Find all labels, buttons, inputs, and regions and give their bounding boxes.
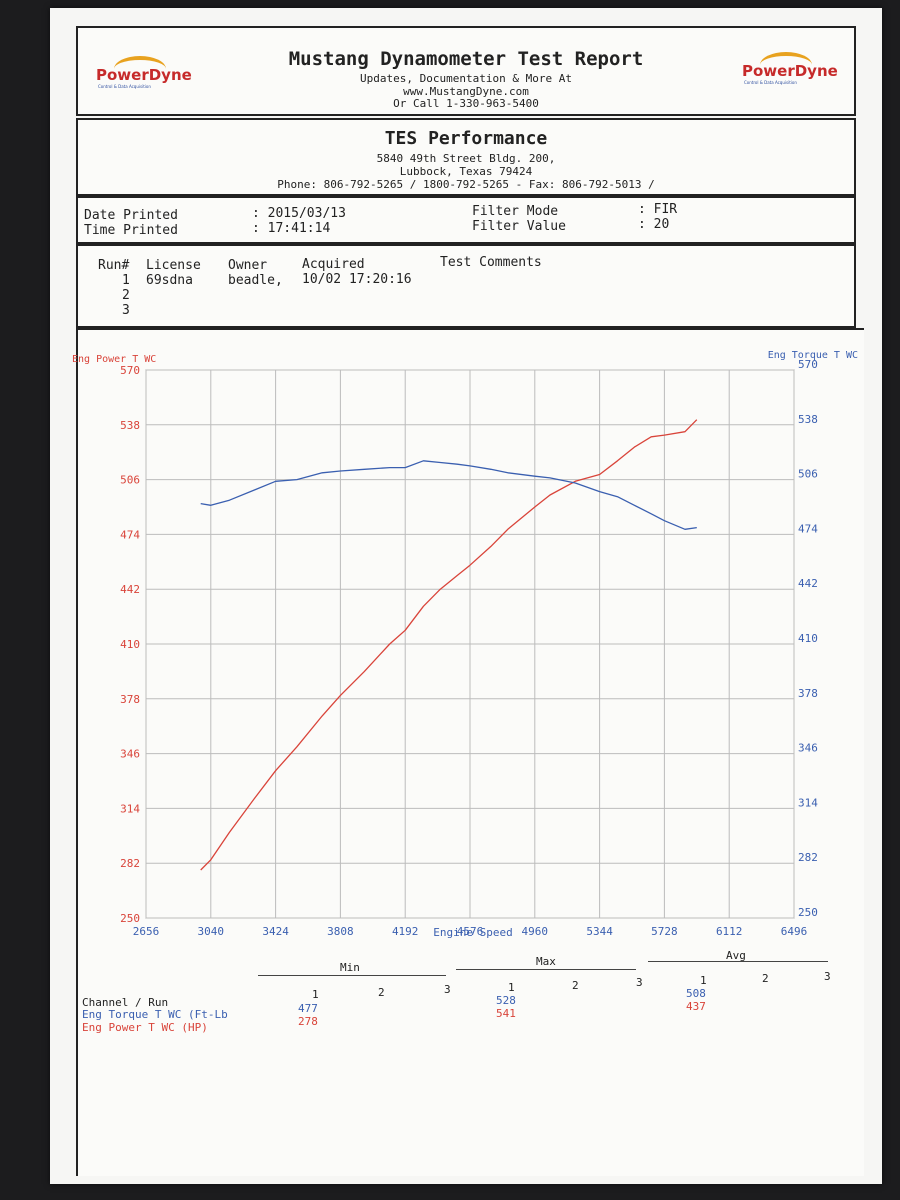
left-tick-label: 442 xyxy=(120,583,140,596)
left-tick-label: 506 xyxy=(120,474,140,487)
run-1-owner: beadle, xyxy=(228,273,283,288)
left-axis-label: Eng Power T WC xyxy=(72,354,156,365)
summary-avg-header: Avg xyxy=(726,949,746,962)
x-tick-label: 4192 xyxy=(392,925,419,938)
x-tick-label: 4960 xyxy=(522,925,549,938)
right-tick-label: 282 xyxy=(798,851,818,864)
summary-min-header: Min xyxy=(340,961,360,974)
left-tick-label: 538 xyxy=(120,419,140,432)
avg-run-2: 2 xyxy=(762,972,769,985)
x-tick-label: 6496 xyxy=(781,925,808,938)
shop-address-2: Lubbock, Texas 79424 xyxy=(399,165,533,178)
left-tick-label: 314 xyxy=(120,802,140,815)
report-page: PowerDyne Control & Data Acquisition Pow… xyxy=(50,8,882,1184)
powerdyne-logo-left: PowerDyne Control & Data Acquisition xyxy=(96,56,192,89)
run-1-license: 69sdna xyxy=(146,273,193,288)
left-tick-label: 282 xyxy=(120,857,140,870)
run-1-acquired: 10/02 17:20:16 xyxy=(302,272,412,287)
runs-header-acquired: Acquired xyxy=(302,257,365,272)
header-line-2: www.MustangDyne.com xyxy=(403,85,529,98)
x-tick-label: 2656 xyxy=(133,925,160,938)
right-tick-label: 346 xyxy=(798,742,818,755)
runs-header-license: License xyxy=(146,258,201,273)
dyno-chart: 2656 3040 3424 3808 4192 4576 4960 5344 5728 6112… xyxy=(72,350,858,939)
runs-header-owner: Owner xyxy=(228,258,268,273)
right-tick-label: 506 xyxy=(798,468,818,481)
min-run-1: 1 xyxy=(312,988,319,1001)
torque-min: 477 xyxy=(298,1002,318,1015)
min-run-3: 3 xyxy=(444,983,451,996)
torque-series-line xyxy=(200,460,697,530)
x-axis-label: Engine Speed xyxy=(433,926,512,939)
report-header: PowerDyne Control & Data Acquisition Pow… xyxy=(76,26,856,116)
max-run-1: 1 xyxy=(508,981,515,994)
filter-value-label: Filter Value xyxy=(472,219,566,234)
avg-run-3: 3 xyxy=(824,970,831,983)
torque-row-name: Eng Torque T WC (Ft-Lb xyxy=(82,1008,228,1021)
torque-avg: 508 xyxy=(686,987,706,1000)
filter-mode-value: : FIR xyxy=(638,202,678,217)
channel-run-label: Channel / Run xyxy=(82,996,169,1009)
date-printed-label: Date Printed xyxy=(84,208,178,223)
filter-mode-label: Filter Mode xyxy=(472,204,559,219)
time-printed-label: Time Printed xyxy=(84,223,178,238)
x-tick-label: 4576 xyxy=(457,925,484,938)
powerdyne-logo-right: PowerDyne Control & Data Acquisition xyxy=(742,52,838,85)
header-line-1: Updates, Documentation & More At xyxy=(360,72,572,85)
summary-max-header: Max xyxy=(536,955,556,968)
run-3-number: 3 xyxy=(122,303,130,318)
shop-address-1: 5840 49th Street Bldg. 200, xyxy=(376,152,556,165)
left-tick-label: 474 xyxy=(120,528,140,541)
x-tick-label: 6112 xyxy=(716,925,743,938)
time-printed-value: : 17:41:14 xyxy=(252,221,331,236)
x-tick-label: 5344 xyxy=(586,925,613,938)
right-tick-label: 250 xyxy=(798,906,818,919)
runs-header-run: Run# xyxy=(98,258,130,273)
right-tick-label: 410 xyxy=(798,632,818,645)
runs-header-comments: Test Comments xyxy=(440,255,542,270)
max-run-2: 2 xyxy=(572,979,579,992)
right-tick-label: 474 xyxy=(798,522,818,535)
power-max: 541 xyxy=(496,1007,516,1020)
left-tick-label: 410 xyxy=(120,638,140,651)
filter-value-value: : 20 xyxy=(638,217,670,232)
power-avg: 437 xyxy=(686,1000,706,1013)
run-2-number: 2 xyxy=(122,288,130,303)
left-tick-label: 250 xyxy=(120,912,140,925)
left-tick-label: 346 xyxy=(120,748,140,761)
run-1-number: 1 xyxy=(122,273,130,288)
x-tick-label: 3424 xyxy=(262,925,289,938)
shop-phone: Phone: 806-792-5265 / 1800-792-5265 - Fa… xyxy=(277,178,655,191)
max-run-3: 3 xyxy=(636,976,643,989)
x-tick-label: 3808 xyxy=(327,925,354,938)
date-printed-value: : 2015/03/13 xyxy=(252,206,346,221)
chart-grid xyxy=(145,369,795,919)
right-tick-label: 378 xyxy=(798,687,818,700)
print-info: Date Printed : 2015/03/13 Time Printed :… xyxy=(76,196,856,244)
power-series-line xyxy=(200,419,698,871)
torque-max: 528 xyxy=(496,994,516,1007)
chart-series xyxy=(200,419,698,871)
chart-ticks: 2656 3040 3424 3808 4192 4576 4960 5344 5728 6112… xyxy=(120,358,818,938)
min-run-2: 2 xyxy=(378,986,385,999)
runs-table: Run# License Owner Acquired Test Comment… xyxy=(76,244,856,328)
avg-run-1: 1 xyxy=(700,974,707,987)
shop-info: TES Performance 5840 49th Street Bldg. 2… xyxy=(76,118,856,196)
right-axis-label: Eng Torque T WC xyxy=(768,350,858,361)
power-min: 278 xyxy=(298,1015,318,1028)
x-tick-label: 3040 xyxy=(198,925,225,938)
left-tick-label: 378 xyxy=(120,693,140,706)
header-line-3: Or Call 1-330-963-5400 xyxy=(393,97,539,110)
power-row-name: Eng Power T WC (HP) xyxy=(82,1021,208,1034)
right-tick-label: 442 xyxy=(798,577,818,590)
left-tick-label: 570 xyxy=(120,364,140,377)
shop-name: TES Performance xyxy=(384,128,548,149)
right-tick-label: 570 xyxy=(798,358,818,371)
right-tick-label: 538 xyxy=(798,413,818,426)
right-tick-label: 314 xyxy=(798,796,818,809)
x-tick-label: 5728 xyxy=(651,925,678,938)
report-title: Mustang Dynamometer Test Report xyxy=(288,48,644,70)
